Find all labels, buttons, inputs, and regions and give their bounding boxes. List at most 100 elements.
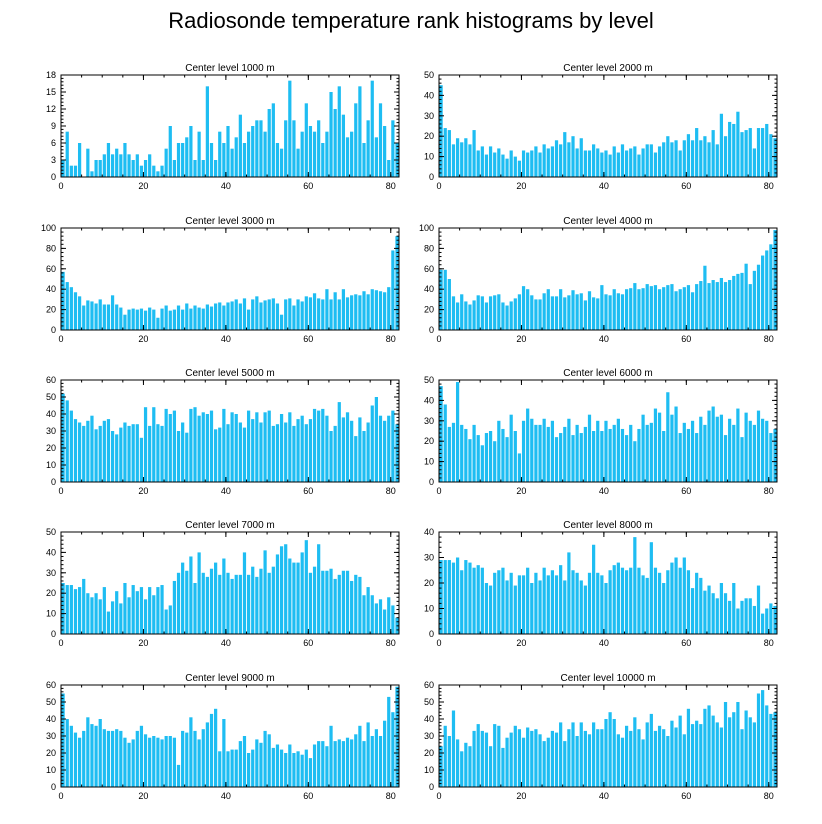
bar: [567, 418, 571, 482]
bar: [447, 426, 451, 482]
bar: [304, 103, 308, 177]
bar: [497, 420, 501, 482]
bar: [218, 302, 222, 330]
bar: [699, 416, 703, 482]
bar: [559, 722, 563, 787]
bar: [164, 408, 168, 482]
bar: [752, 424, 756, 482]
panel-1: Center level 1000 m 0 3 6 9 12 15 18 0 20 40 60 80: [46, 63, 400, 191]
bar: [325, 570, 329, 634]
bar: [674, 557, 678, 634]
bar: [604, 294, 608, 330]
y-tick-label: 60: [46, 375, 56, 385]
bar: [127, 154, 131, 177]
bar: [559, 289, 563, 330]
bar: [451, 562, 456, 634]
bar: [600, 575, 604, 634]
y-tick-label: 20: [424, 578, 434, 588]
bar: [288, 744, 292, 787]
bar: [350, 131, 354, 177]
bar: [82, 305, 86, 330]
panel-8: Center level 8000 m 0 10 20 30 40 0 20 40 60 80: [424, 520, 778, 648]
bar: [152, 309, 156, 330]
bar: [530, 730, 534, 787]
bar: [387, 597, 391, 634]
bar: [333, 578, 337, 634]
bar: [748, 717, 752, 787]
bar: [156, 424, 160, 482]
x-tick-label: 40: [599, 181, 609, 191]
bar: [345, 297, 350, 330]
bar: [464, 138, 468, 177]
bar: [312, 566, 317, 634]
bar: [534, 729, 538, 787]
bar: [94, 725, 98, 787]
bar: [160, 308, 164, 330]
bar: [98, 719, 102, 787]
bar: [719, 414, 724, 482]
bar: [131, 308, 135, 330]
bar: [185, 432, 189, 482]
bar: [148, 154, 152, 177]
bar: [98, 299, 102, 330]
bar: [69, 410, 73, 482]
bar: [690, 140, 695, 177]
bar: [263, 550, 267, 634]
panel-title: Center level 4000 m: [563, 216, 653, 227]
bar: [719, 113, 724, 177]
panel-title: Center level 9000 m: [185, 673, 275, 684]
bar: [752, 722, 756, 787]
bar: [201, 412, 205, 482]
bar: [197, 307, 201, 330]
panel-5: Center level 5000 m 0 10 20 30 40 50 60 0 20 40 60 8…: [46, 368, 400, 496]
bar: [476, 295, 480, 330]
bar: [160, 739, 164, 787]
bar: [711, 406, 715, 482]
bar: [571, 722, 575, 787]
bar: [135, 309, 139, 330]
bar: [744, 263, 748, 330]
x-tick-label: 0: [436, 638, 441, 648]
bar: [645, 284, 649, 330]
bar: [616, 562, 620, 634]
bar: [181, 730, 185, 787]
bar: [218, 574, 222, 634]
bar: [119, 603, 123, 634]
bar: [674, 291, 678, 330]
bar: [259, 120, 263, 177]
bar: [575, 736, 579, 787]
bar: [620, 428, 625, 482]
bar: [686, 428, 691, 482]
y-tick-label: 20: [424, 436, 434, 446]
bar: [464, 428, 468, 482]
bar: [633, 441, 637, 482]
bar: [637, 428, 641, 482]
bar: [505, 437, 509, 482]
y-tick-label: 10: [424, 152, 434, 162]
panel-7: Center level 7000 m 0 10 20 30 40 50 0 20 40 60 80: [46, 520, 400, 648]
bar: [773, 605, 777, 634]
x-tick-label: 20: [138, 791, 148, 801]
bar: [554, 140, 559, 177]
bar: [164, 305, 168, 330]
bar: [102, 729, 106, 787]
bar: [629, 288, 633, 330]
bar: [439, 85, 443, 177]
bar: [493, 724, 497, 787]
bar: [686, 134, 691, 177]
x-tick-label: 60: [303, 181, 313, 191]
bar: [110, 295, 115, 330]
bar: [222, 558, 226, 634]
bar: [230, 412, 234, 482]
bar: [732, 583, 736, 634]
bar: [612, 424, 616, 482]
bar: [554, 296, 559, 330]
y-tick-label: 40: [46, 409, 56, 419]
bar: [682, 287, 686, 330]
panel-title: Center level 5000 m: [185, 368, 275, 379]
bar: [748, 284, 752, 330]
bar: [719, 583, 724, 634]
bar: [312, 293, 317, 330]
bar: [538, 299, 542, 330]
bar: [201, 160, 205, 177]
